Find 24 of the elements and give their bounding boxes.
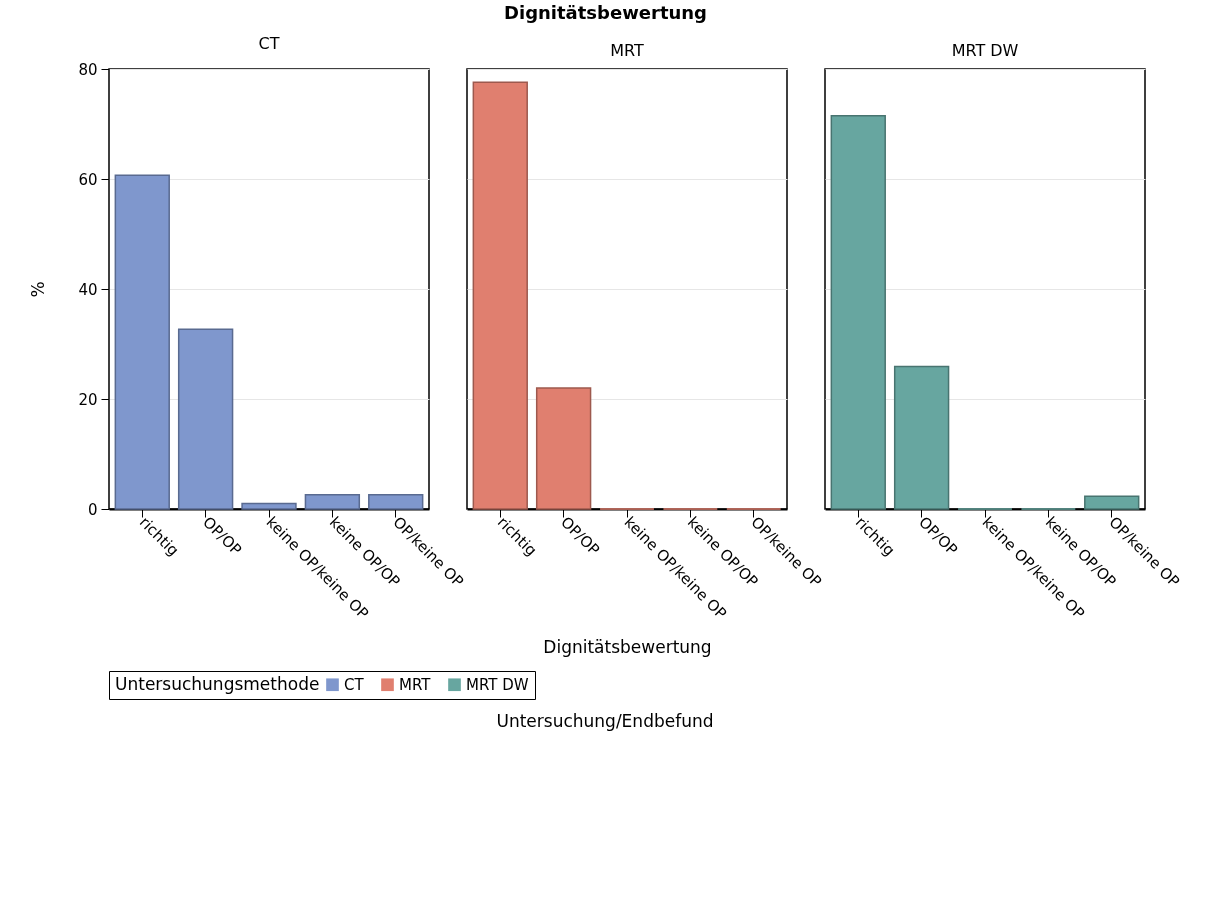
bar <box>1083 495 1139 510</box>
legend-label: CT <box>343 675 364 694</box>
bar <box>177 328 233 510</box>
legend-title: Untersuchungsmethode <box>114 674 319 694</box>
legend-label: MRT <box>398 675 431 694</box>
y-tick-label: 20 <box>77 390 97 409</box>
y-tick-label: 0 <box>87 500 97 519</box>
chart-subtitle: MRT <box>609 41 644 60</box>
bar <box>240 502 297 510</box>
y-axis-title: % <box>27 281 48 298</box>
bar <box>114 174 170 510</box>
bar <box>830 115 886 510</box>
bar <box>893 365 949 510</box>
y-tick-label: 60 <box>77 170 97 189</box>
y-tick-label: 40 <box>77 280 97 299</box>
bar <box>304 493 360 510</box>
chart-subtitle: CT <box>258 34 280 53</box>
chart-title: Dignitätsbewertung <box>503 2 707 24</box>
bar <box>367 493 423 510</box>
x-axis-title: Dignitätsbewertung <box>542 636 712 657</box>
chart-subtitle: MRT DW <box>951 41 1019 60</box>
text: Untersuchung/Endbefund <box>496 711 714 731</box>
y-tick-label: 80 <box>77 60 97 79</box>
legend-label: MRT DW <box>465 675 529 694</box>
